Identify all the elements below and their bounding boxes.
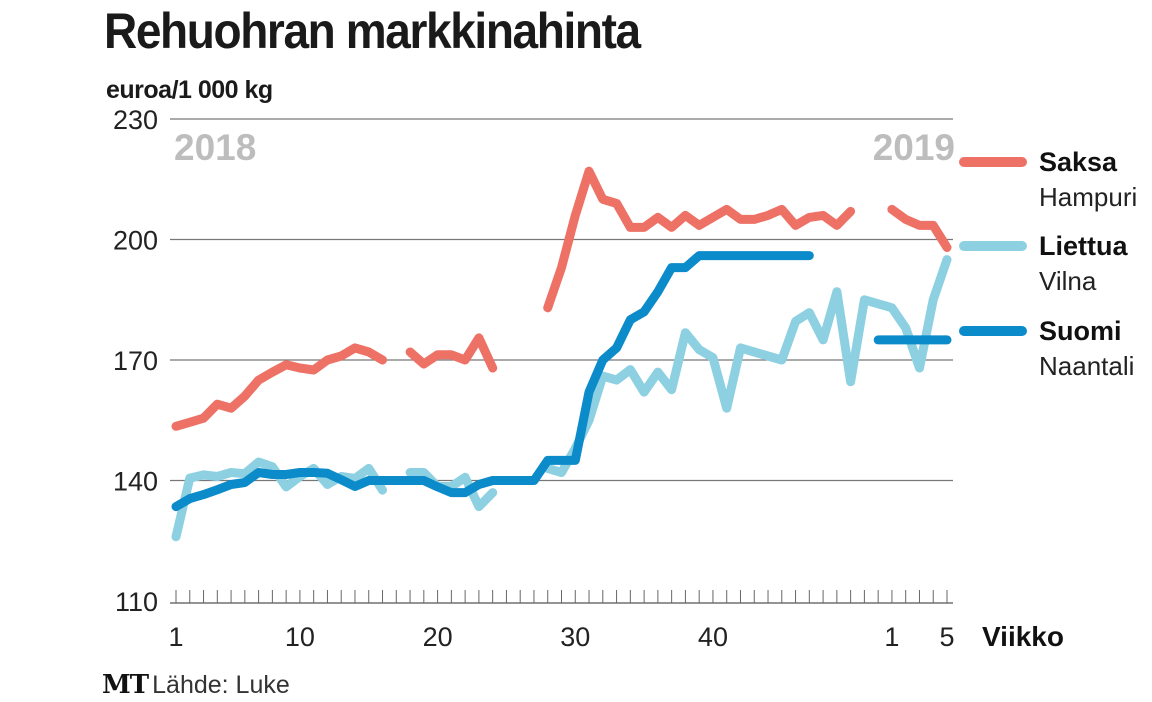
series-line-saksa bbox=[171, 343, 387, 431]
series-line-liettua bbox=[543, 255, 952, 477]
series-line-saksa bbox=[543, 166, 856, 313]
series-line-saksa bbox=[887, 204, 952, 252]
series-line-liettua bbox=[405, 468, 498, 512]
y-tick-label: 140 bbox=[113, 467, 158, 497]
legend-sublabel-suomi: Naantali bbox=[1039, 351, 1134, 381]
y-axis-label: euroa/1 000 kg bbox=[106, 76, 273, 104]
y-tick-label: 200 bbox=[113, 226, 158, 256]
x-tick-label: 5 bbox=[939, 622, 954, 652]
legend-label-liettua: Liettua bbox=[1039, 231, 1128, 261]
legend-label-saksa: Saksa bbox=[1039, 147, 1118, 177]
x-tick-label: 40 bbox=[698, 622, 728, 652]
x-tick-label: 20 bbox=[423, 622, 453, 652]
y-tick-label: 110 bbox=[115, 587, 158, 617]
chart-title: Rehuohran markkinahinta bbox=[104, 3, 641, 59]
legend-sublabel-saksa: Hampuri bbox=[1039, 182, 1137, 212]
source-note: MT Lähde: Luke bbox=[102, 670, 290, 700]
legend-sublabel-liettua: Vilna bbox=[1039, 266, 1097, 296]
year-label-2018: 2018 bbox=[174, 127, 256, 168]
y-tick-label: 170 bbox=[113, 346, 158, 376]
x-tick-label: 1 bbox=[884, 622, 899, 652]
source-text: Lähde: Luke bbox=[152, 671, 290, 699]
legend-label-suomi: Suomi bbox=[1039, 316, 1122, 346]
x-axis-label: Viikko bbox=[982, 621, 1064, 652]
year-label-2019: 2019 bbox=[873, 127, 955, 168]
x-tick-label: 10 bbox=[285, 622, 315, 652]
y-tick-label: 230 bbox=[113, 105, 158, 135]
mt-logo: MT bbox=[102, 670, 149, 700]
series-line-suomi bbox=[171, 251, 814, 512]
x-tick-label: 1 bbox=[168, 622, 183, 652]
x-tick-label: 30 bbox=[560, 622, 590, 652]
series-line-saksa bbox=[405, 333, 498, 373]
